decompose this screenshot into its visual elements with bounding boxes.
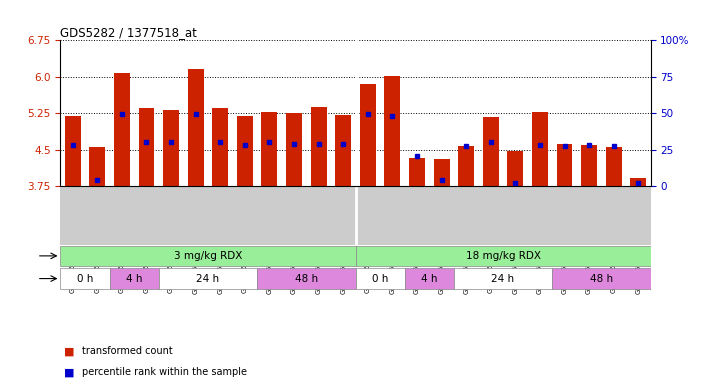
Bar — [630, 178, 646, 186]
Bar — [532, 112, 548, 186]
Text: 0 h: 0 h — [77, 273, 93, 283]
Bar — [257, 268, 356, 289]
Bar — [385, 76, 400, 186]
Text: 24 h: 24 h — [196, 273, 220, 283]
Text: GDS5282 / 1377518_at: GDS5282 / 1377518_at — [60, 26, 198, 39]
Bar — [188, 70, 203, 186]
Bar — [213, 108, 228, 186]
Bar — [311, 108, 326, 186]
Text: ■: ■ — [64, 367, 75, 377]
Bar — [159, 268, 257, 289]
Text: ■: ■ — [64, 346, 75, 356]
Text: 48 h: 48 h — [295, 273, 318, 283]
Text: transformed count: transformed count — [82, 346, 173, 356]
Bar — [60, 268, 109, 289]
Bar — [286, 113, 302, 186]
Bar — [109, 268, 159, 289]
Bar — [356, 268, 405, 289]
Bar — [360, 84, 376, 186]
Bar — [356, 246, 651, 266]
Text: percentile rank within the sample: percentile rank within the sample — [82, 367, 247, 377]
Text: 18 mg/kg RDX: 18 mg/kg RDX — [466, 251, 540, 261]
Bar — [405, 268, 454, 289]
Text: 24 h: 24 h — [491, 273, 515, 283]
Text: 4 h: 4 h — [421, 273, 437, 283]
Bar — [581, 145, 597, 186]
Bar — [139, 108, 154, 186]
Bar — [483, 117, 498, 186]
Bar — [60, 246, 356, 266]
Bar — [114, 73, 130, 186]
Bar — [508, 151, 523, 186]
Text: 48 h: 48 h — [590, 273, 613, 283]
Bar — [557, 144, 572, 186]
Bar — [606, 147, 621, 186]
Text: 3 mg/kg RDX: 3 mg/kg RDX — [173, 251, 242, 261]
Bar — [237, 116, 253, 186]
Bar — [163, 110, 179, 186]
Bar — [335, 115, 351, 186]
Bar — [458, 146, 474, 186]
Text: 4 h: 4 h — [126, 273, 142, 283]
Text: 0 h: 0 h — [372, 273, 388, 283]
Bar — [552, 268, 651, 289]
Bar — [434, 159, 449, 186]
Bar — [65, 116, 81, 186]
Bar — [262, 112, 277, 186]
Bar — [454, 268, 552, 289]
Bar — [90, 147, 105, 186]
Bar — [409, 159, 425, 186]
